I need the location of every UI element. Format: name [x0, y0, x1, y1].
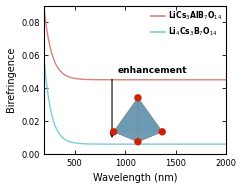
Polygon shape — [138, 98, 162, 142]
Polygon shape — [114, 98, 162, 132]
Text: enhancement: enhancement — [118, 66, 188, 75]
Circle shape — [134, 138, 142, 146]
X-axis label: Wavelength (nm): Wavelength (nm) — [93, 174, 177, 184]
Circle shape — [134, 94, 142, 101]
Polygon shape — [114, 132, 162, 142]
Circle shape — [110, 128, 117, 136]
Y-axis label: Birefringence: Birefringence — [6, 47, 15, 112]
Legend: LiCs$_3$AlB$_7$O$_{14}$, Li$_4$Cs$_3$B$_7$O$_{14}$: LiCs$_3$AlB$_7$O$_{14}$, Li$_4$Cs$_3$B$_… — [149, 8, 224, 40]
Polygon shape — [114, 98, 138, 142]
Circle shape — [159, 128, 166, 136]
